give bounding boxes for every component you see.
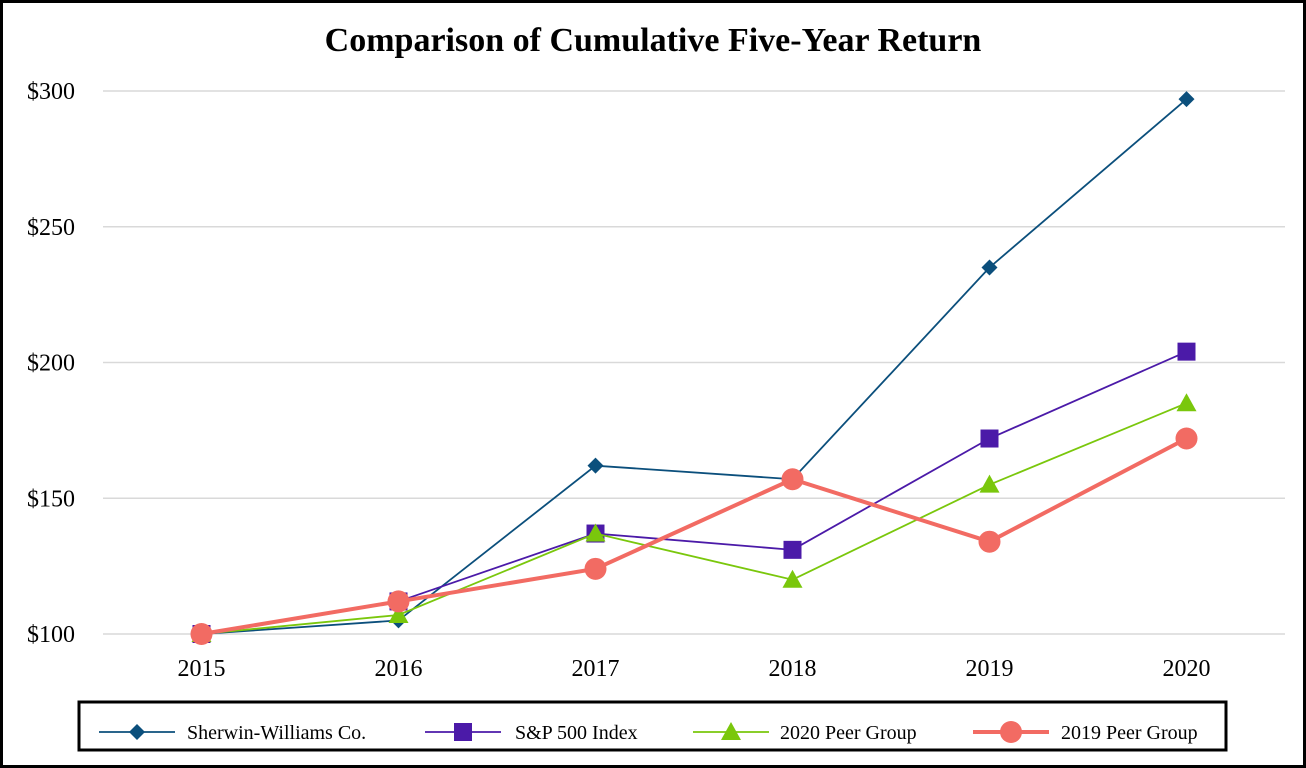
data-point — [587, 457, 604, 474]
y-axis-ticks: $100 $150 $200 $250 $300 — [27, 79, 75, 648]
legend-label: 2019 Peer Group — [1061, 722, 1198, 744]
data-point — [584, 557, 607, 580]
y-tick-label: $100 — [27, 622, 75, 648]
legend-box — [77, 700, 1228, 752]
legend-marker — [129, 724, 145, 740]
chart-title: Comparison of Cumulative Five-Year Retur… — [325, 22, 982, 59]
data-point — [1176, 393, 1197, 412]
legend-label: S&P 500 Index — [515, 722, 638, 744]
x-axis-ticks: 2015 2016 2017 2018 2019 2020 — [178, 656, 1211, 682]
x-tick-label: 2015 — [178, 656, 226, 682]
data-point — [388, 604, 409, 623]
series-line — [201, 436, 1188, 636]
x-tick-label: 2019 — [966, 656, 1014, 682]
y-tick-label: $300 — [27, 79, 75, 105]
series-line — [201, 350, 1187, 635]
line-chart: Comparison of Cumulative Five-Year Retur… — [27, 22, 1285, 752]
data-point — [190, 623, 213, 645]
legend-label: Sherwin-Williams Co. — [187, 722, 366, 744]
y-tick-label: $150 — [27, 486, 75, 512]
data-point — [1178, 91, 1195, 108]
data-point — [979, 474, 1000, 493]
legend-marker — [1000, 721, 1022, 743]
legend-entry: 2020 Peer Group — [693, 722, 917, 744]
data-point — [585, 523, 606, 542]
series-line — [201, 402, 1187, 635]
data-point — [387, 590, 410, 613]
data-point — [783, 540, 802, 559]
legend: Sherwin-Williams Co. S&P 500 Index 2020 Pe… — [77, 700, 1228, 752]
y-tick-label: $250 — [27, 215, 75, 241]
series-lines — [190, 91, 1198, 645]
series-triangle — [191, 393, 1197, 642]
data-point — [781, 468, 804, 491]
legend-label: 2020 Peer Group — [780, 722, 917, 744]
gridlines — [103, 90, 1285, 635]
legend-marker — [454, 723, 472, 741]
x-tick-label: 2017 — [572, 656, 620, 682]
data-point — [980, 429, 999, 448]
legend-entry: S&P 500 Index — [425, 722, 638, 744]
legend-entry: 2019 Peer Group — [973, 721, 1198, 744]
data-point — [782, 569, 803, 588]
x-tick-label: 2018 — [769, 656, 817, 682]
series-square — [192, 342, 1196, 643]
x-tick-label: 2020 — [1163, 656, 1211, 682]
legend-marker — [721, 722, 741, 740]
y-tick-label: $200 — [27, 351, 75, 377]
series-diamond — [193, 91, 1195, 642]
data-point — [1175, 427, 1198, 450]
data-point — [978, 530, 1001, 553]
data-point — [981, 259, 998, 276]
series-line — [201, 98, 1188, 635]
data-point — [1177, 342, 1196, 361]
legend-entry: Sherwin-Williams Co. — [99, 722, 366, 744]
series-circle — [190, 427, 1198, 645]
x-tick-label: 2016 — [375, 656, 423, 682]
